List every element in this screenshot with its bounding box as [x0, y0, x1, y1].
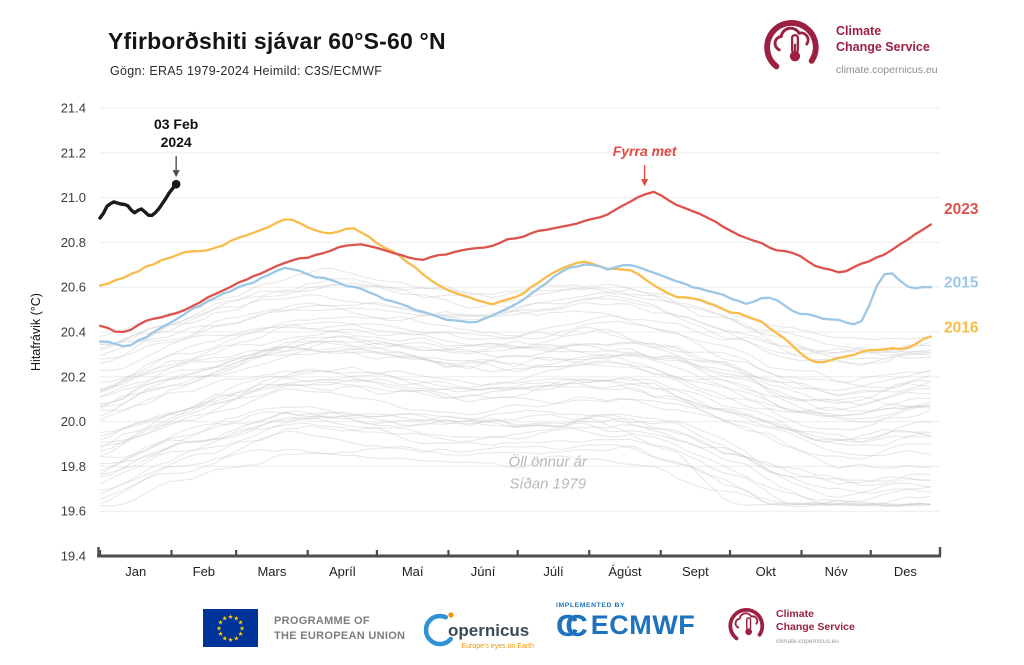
y-tick-20.2: 20.2	[61, 369, 86, 384]
implemented-by-label: IMPLEMENTED BY	[556, 602, 626, 609]
svg-text:★: ★	[218, 630, 224, 638]
series-2023-label: 2023	[944, 201, 979, 218]
series-2024-end-dot	[171, 179, 181, 189]
svg-text:★: ★	[222, 634, 228, 642]
svg-text:★: ★	[238, 619, 244, 627]
y-tick-19.4: 19.4	[61, 549, 86, 564]
annotation-other-years: Öll önnur ár Síðan 1979	[509, 452, 588, 492]
svg-text:Europe's eyes on Earth: Europe's eyes on Earth	[461, 643, 534, 650]
series-2016-line	[98, 218, 932, 364]
svg-text:opernicus: opernicus	[448, 621, 529, 640]
x-tick-Mars: Mars	[257, 564, 286, 579]
series-2015-label: 2015	[944, 275, 979, 292]
footer-logos: ★ ★ ★ ★ ★ ★ ★ ★ ★ ★ ★ ★ PROGRAMME OF THE EUROPEAN U…	[0, 598, 1024, 660]
svg-text:★: ★	[239, 624, 245, 632]
annotation-previous-record: Fyrra met	[613, 143, 678, 187]
x-tick-Nóv: Nóv	[825, 564, 849, 579]
svg-text:★: ★	[228, 636, 234, 644]
annotation-record-2024: 2024 03 Feb	[154, 116, 198, 178]
x-tick-Feb: Feb	[193, 564, 215, 579]
y-tick-19.8: 19.8	[61, 459, 86, 474]
series-2016-label: 2016	[944, 320, 979, 337]
svg-text:★: ★	[238, 630, 244, 638]
c3s-logo-name-line1: Climate	[836, 24, 882, 38]
c3s-crescent-icon-small	[728, 607, 765, 644]
ecmwf-mark-icon: CC	[556, 607, 588, 643]
y-tick-21.4: 21.4	[61, 101, 86, 116]
series-2023-line	[98, 190, 932, 334]
x-tick-Ágúst: Ágúst	[608, 564, 642, 579]
x-tick-Sept: Sept	[682, 564, 709, 579]
svg-text:★: ★	[233, 634, 239, 642]
x-tick-Des: Des	[894, 564, 918, 579]
x-axis	[97, 547, 942, 558]
svg-text:03 Feb: 03 Feb	[154, 116, 198, 132]
x-tick-Júlí: Júlí	[543, 564, 564, 579]
svg-text:★: ★	[233, 614, 239, 622]
ecmwf-wordmark: ECMWF	[590, 610, 696, 640]
x-tick-Apríl: Apríl	[329, 564, 356, 579]
svg-text:★: ★	[216, 624, 222, 632]
svg-text:Öll önnur ár: Öll önnur ár	[509, 452, 588, 470]
y-tick-20.4: 20.4	[61, 325, 86, 340]
background-years-lines	[99, 267, 932, 508]
series-2015-line	[98, 263, 932, 348]
svg-text:Fyrra met: Fyrra met	[613, 143, 678, 159]
c3s-logo-name-line2: Change Service	[836, 39, 930, 54]
y-tick-19.6: 19.6	[61, 504, 86, 519]
sst-line-chart: 2016 2015 2023 Jan Feb Mars Apríl Maí Júní Júlí Ág…	[29, 101, 979, 580]
x-tick-Okt: Okt	[756, 564, 777, 579]
copernicus-logo: opernicus Europe's eyes on Earth	[423, 606, 536, 659]
c3s-crescent-icon	[764, 20, 819, 75]
chart-subtitle: Gögn: ERA5 1979-2024 Heimild: C3S/ECMWF	[110, 64, 383, 78]
x-tick-Júní: Júní	[471, 564, 496, 579]
y-tick-20.8: 20.8	[61, 235, 86, 250]
c3s-logo-header: Climate Change Service climate.copernicu…	[762, 14, 982, 78]
x-tick-Maí: Maí	[402, 564, 424, 579]
y-tick-21.0: 21.0	[61, 190, 86, 205]
series-2024-line	[98, 182, 178, 220]
svg-text:Síðan 1979: Síðan 1979	[509, 475, 586, 492]
c3s-logo-footer: Climate Change Service climate.copernicu…	[727, 604, 855, 646]
svg-text:★: ★	[222, 614, 228, 622]
page-title: Yfirborðshiti sjávar 60°S-60 °N	[108, 28, 446, 54]
svg-text:2024: 2024	[161, 134, 192, 150]
eu-programme-label: PROGRAMME OF THE EUROPEAN UNION	[274, 615, 406, 642]
ecmwf-logo: IMPLEMENTED BY CC ECMWF	[556, 602, 695, 641]
c3s-logo-url: climate.copernicus.eu	[836, 64, 938, 77]
y-tick-20.0: 20.0	[61, 414, 86, 429]
eu-flag-icon: ★ ★★★★★★★★★★★	[203, 609, 258, 647]
y-axis-label: Hitafrávik (°C)	[29, 293, 43, 371]
svg-text:★: ★	[218, 619, 224, 627]
x-tick-Jan: Jan	[125, 564, 146, 579]
svg-text:★: ★	[228, 613, 234, 621]
y-tick-21.2: 21.2	[61, 145, 86, 160]
gridlines	[100, 107, 940, 512]
y-tick-20.6: 20.6	[61, 280, 86, 295]
